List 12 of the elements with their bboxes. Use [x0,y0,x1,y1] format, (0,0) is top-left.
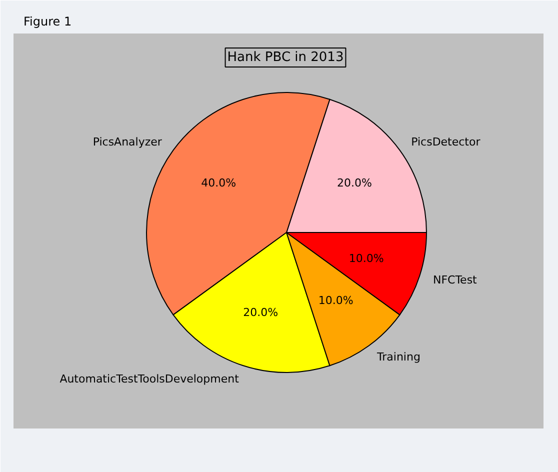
slice-label: AutomaticTestToolsDevelopment [60,372,240,386]
data-label: 40.0% [201,176,236,190]
caption: Figure 1 [24,14,72,28]
slice-label: Training [376,350,420,364]
data-label: 10.0% [348,252,384,265]
slice-label: PicsDetector [411,135,481,148]
data-label: 20.0% [336,176,372,190]
data-label: 10.0% [318,294,354,307]
slice-label: NFCTest [432,274,478,287]
slice-label: PicsAnalyzer [92,135,162,148]
data-label: 20.0% [243,306,278,319]
chart-title: Hank PBC in 2013 [227,50,344,65]
